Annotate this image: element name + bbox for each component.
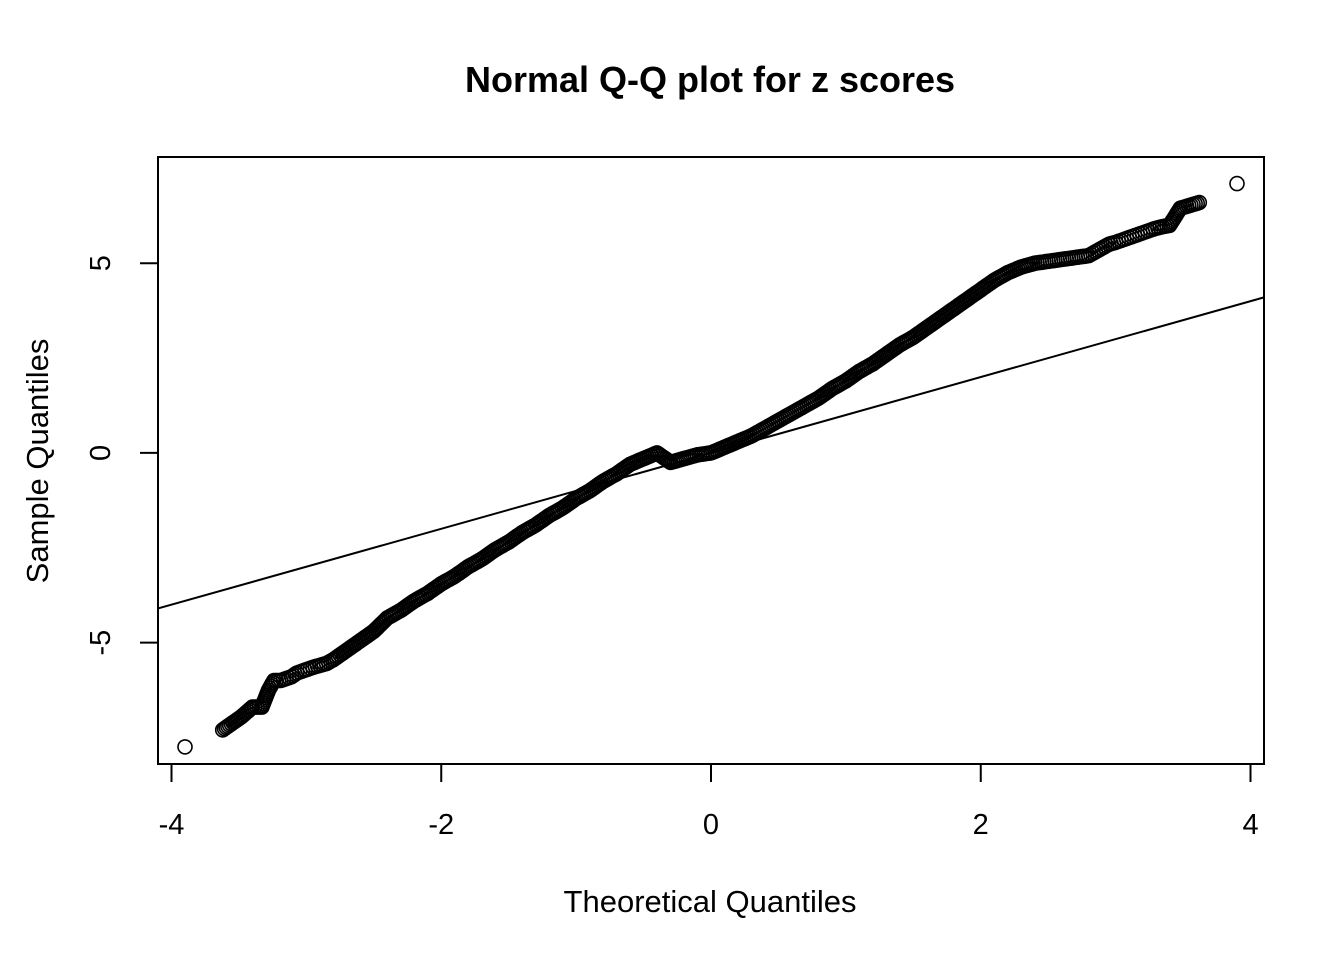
data-point [177,739,193,755]
y-tick-label: 0 [85,445,117,461]
data-point [1191,194,1208,211]
x-axis-label: Theoretical Quantiles [564,884,857,919]
x-tick-label: 2 [973,809,989,841]
data-point [1229,175,1245,192]
chart-title: Normal Q-Q plot for z scores [465,59,955,100]
x-tick-label: -2 [428,809,454,841]
plot-area: -4 -2 0 2 4 -5 0 5 [85,156,1265,841]
y-tick-label: 5 [85,255,117,271]
y-tick-label: -5 [85,630,117,656]
x-tick-label: 0 [703,809,719,841]
x-tick-label: -4 [159,809,185,841]
x-tick-label: 4 [1242,809,1258,841]
y-axis-label: Sample Quantiles [20,339,55,584]
